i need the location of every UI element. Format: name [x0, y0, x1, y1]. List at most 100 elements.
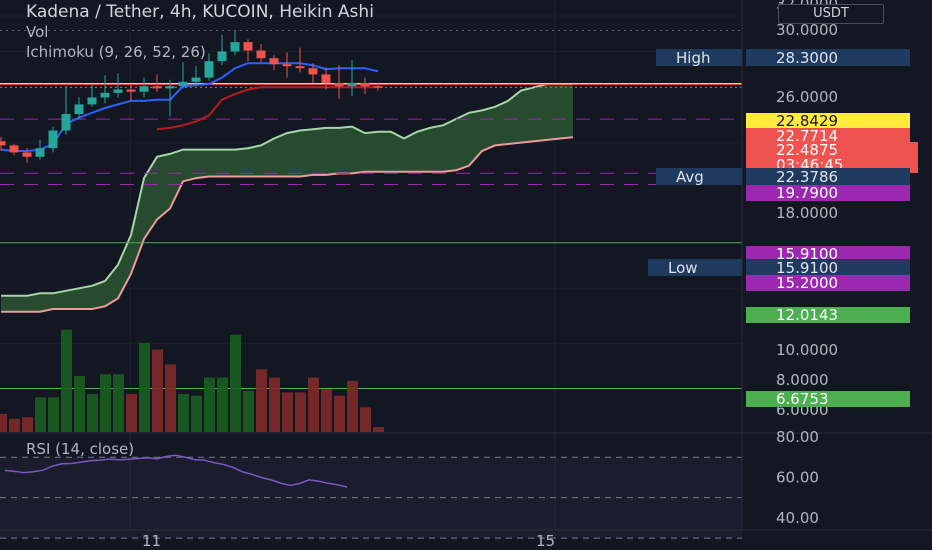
volume-bar [152, 349, 163, 432]
candle [178, 62, 188, 89]
volume-bars [0, 329, 384, 432]
volume-bar [9, 418, 20, 432]
level-badge: 12.0143 [746, 306, 910, 324]
candle-body [35, 148, 45, 157]
candle-body [74, 104, 84, 115]
volume-bar [308, 377, 319, 432]
volume-bar [347, 380, 358, 432]
level-badge-value: 22.4875 [776, 141, 838, 159]
candle [191, 66, 201, 87]
candle [74, 97, 84, 119]
rsi-tick-label: 40.00 [776, 509, 819, 527]
level-badges: High 28.3000 22.842922.771422.487503:46:45… [648, 49, 918, 408]
level-badge-value-bg [746, 275, 910, 291]
candle-body [308, 68, 318, 75]
volume-bar [360, 407, 371, 432]
candle [321, 67, 331, 90]
volume-bar [191, 395, 202, 432]
candle [126, 84, 136, 101]
candle [139, 77, 149, 98]
currency-unit-badge[interactable]: USDT [778, 4, 884, 24]
level-badge: Avg 22.3786 [656, 168, 910, 186]
candle-body [191, 77, 201, 82]
volume-bar [204, 377, 215, 432]
volume-bar [295, 392, 306, 432]
level-badge-value: 15.2000 [776, 274, 838, 292]
level-badge-value: 15.9100 [776, 245, 838, 263]
level-badge-value: 15.9100 [776, 259, 838, 277]
candle-body [87, 97, 97, 105]
level-badge-value-bg [746, 113, 910, 129]
leading-span-b-line [1, 136, 574, 313]
base-line [156, 86, 378, 131]
candle [35, 139, 45, 160]
candle-body [256, 50, 266, 59]
ichimoku-indicator-label[interactable]: Ichimoku (9, 26, 52, 26) [26, 43, 206, 61]
rsi-indicator-label[interactable]: RSI (14, close) [26, 440, 135, 458]
candle-body [165, 86, 175, 89]
level-badge-value: 22.3786 [776, 168, 838, 186]
candle [0, 137, 6, 152]
volume-bar [269, 377, 280, 432]
candle [61, 86, 71, 135]
level-badge: 15.9100 [746, 245, 910, 263]
price-tick-label: 8.0000 [776, 371, 829, 389]
candle [165, 79, 175, 117]
candle [217, 34, 227, 66]
level-badge-value-bg [746, 259, 910, 276]
candles [0, 30, 383, 163]
volume-bar [87, 394, 98, 432]
level-badge-value: 22.8429 [776, 112, 838, 130]
level-badge-value-bg [746, 168, 910, 185]
volume-bar [61, 329, 72, 432]
volume-bar [74, 375, 85, 432]
volume-bar [230, 334, 241, 432]
candle [230, 30, 240, 56]
level-badge-value-bg [746, 185, 910, 201]
ichimoku-cloud [1, 83, 574, 313]
level-badge-value: 22.7714 [776, 127, 838, 145]
time-tick-label: 15 [536, 532, 555, 550]
candle [204, 53, 214, 81]
time-axis: 11 15 [0, 529, 932, 550]
level-badge-value: 6.6753 [776, 390, 829, 408]
volume-bar [334, 395, 345, 432]
rsi-line [4, 454, 348, 488]
candle [256, 43, 266, 63]
level-badge-value-bg [746, 391, 910, 407]
candle-body [22, 152, 32, 157]
level-badge: 22.8429 [746, 112, 910, 130]
candle [295, 47, 305, 73]
candle-body [360, 82, 370, 87]
price-tick-label: 30.0000 [776, 21, 838, 39]
volume-indicator-label[interactable]: Vol [26, 23, 49, 41]
volume-bar [373, 427, 384, 432]
volume-bar [165, 364, 176, 432]
candle [22, 148, 32, 163]
candle [48, 126, 58, 153]
candle-body [113, 89, 123, 93]
candle-body [321, 74, 331, 83]
price-tick-label: 18.0000 [776, 204, 838, 222]
rsi-tick-label: 80.00 [776, 428, 819, 446]
volume-bar [217, 377, 228, 432]
candle-body [217, 51, 227, 62]
level-badge: Low 15.9100 [648, 259, 910, 277]
candle-body [178, 81, 188, 87]
level-badge: 15.2000 [746, 274, 910, 292]
level-badge-label: Low [668, 259, 698, 277]
level-badge-value-bg [746, 142, 918, 173]
volume-bar [100, 374, 111, 432]
candle-body [9, 145, 19, 153]
level-badge-value: 19.7900 [776, 184, 838, 202]
candle [100, 75, 110, 104]
candle [360, 77, 370, 94]
candle-body [152, 86, 162, 89]
volume-bar [22, 417, 33, 432]
price-tick-label: 10.0000 [776, 341, 838, 359]
candle-body [61, 114, 71, 131]
level-badge-label-bg [648, 259, 742, 276]
level-badge: 22.7714 [746, 127, 910, 145]
